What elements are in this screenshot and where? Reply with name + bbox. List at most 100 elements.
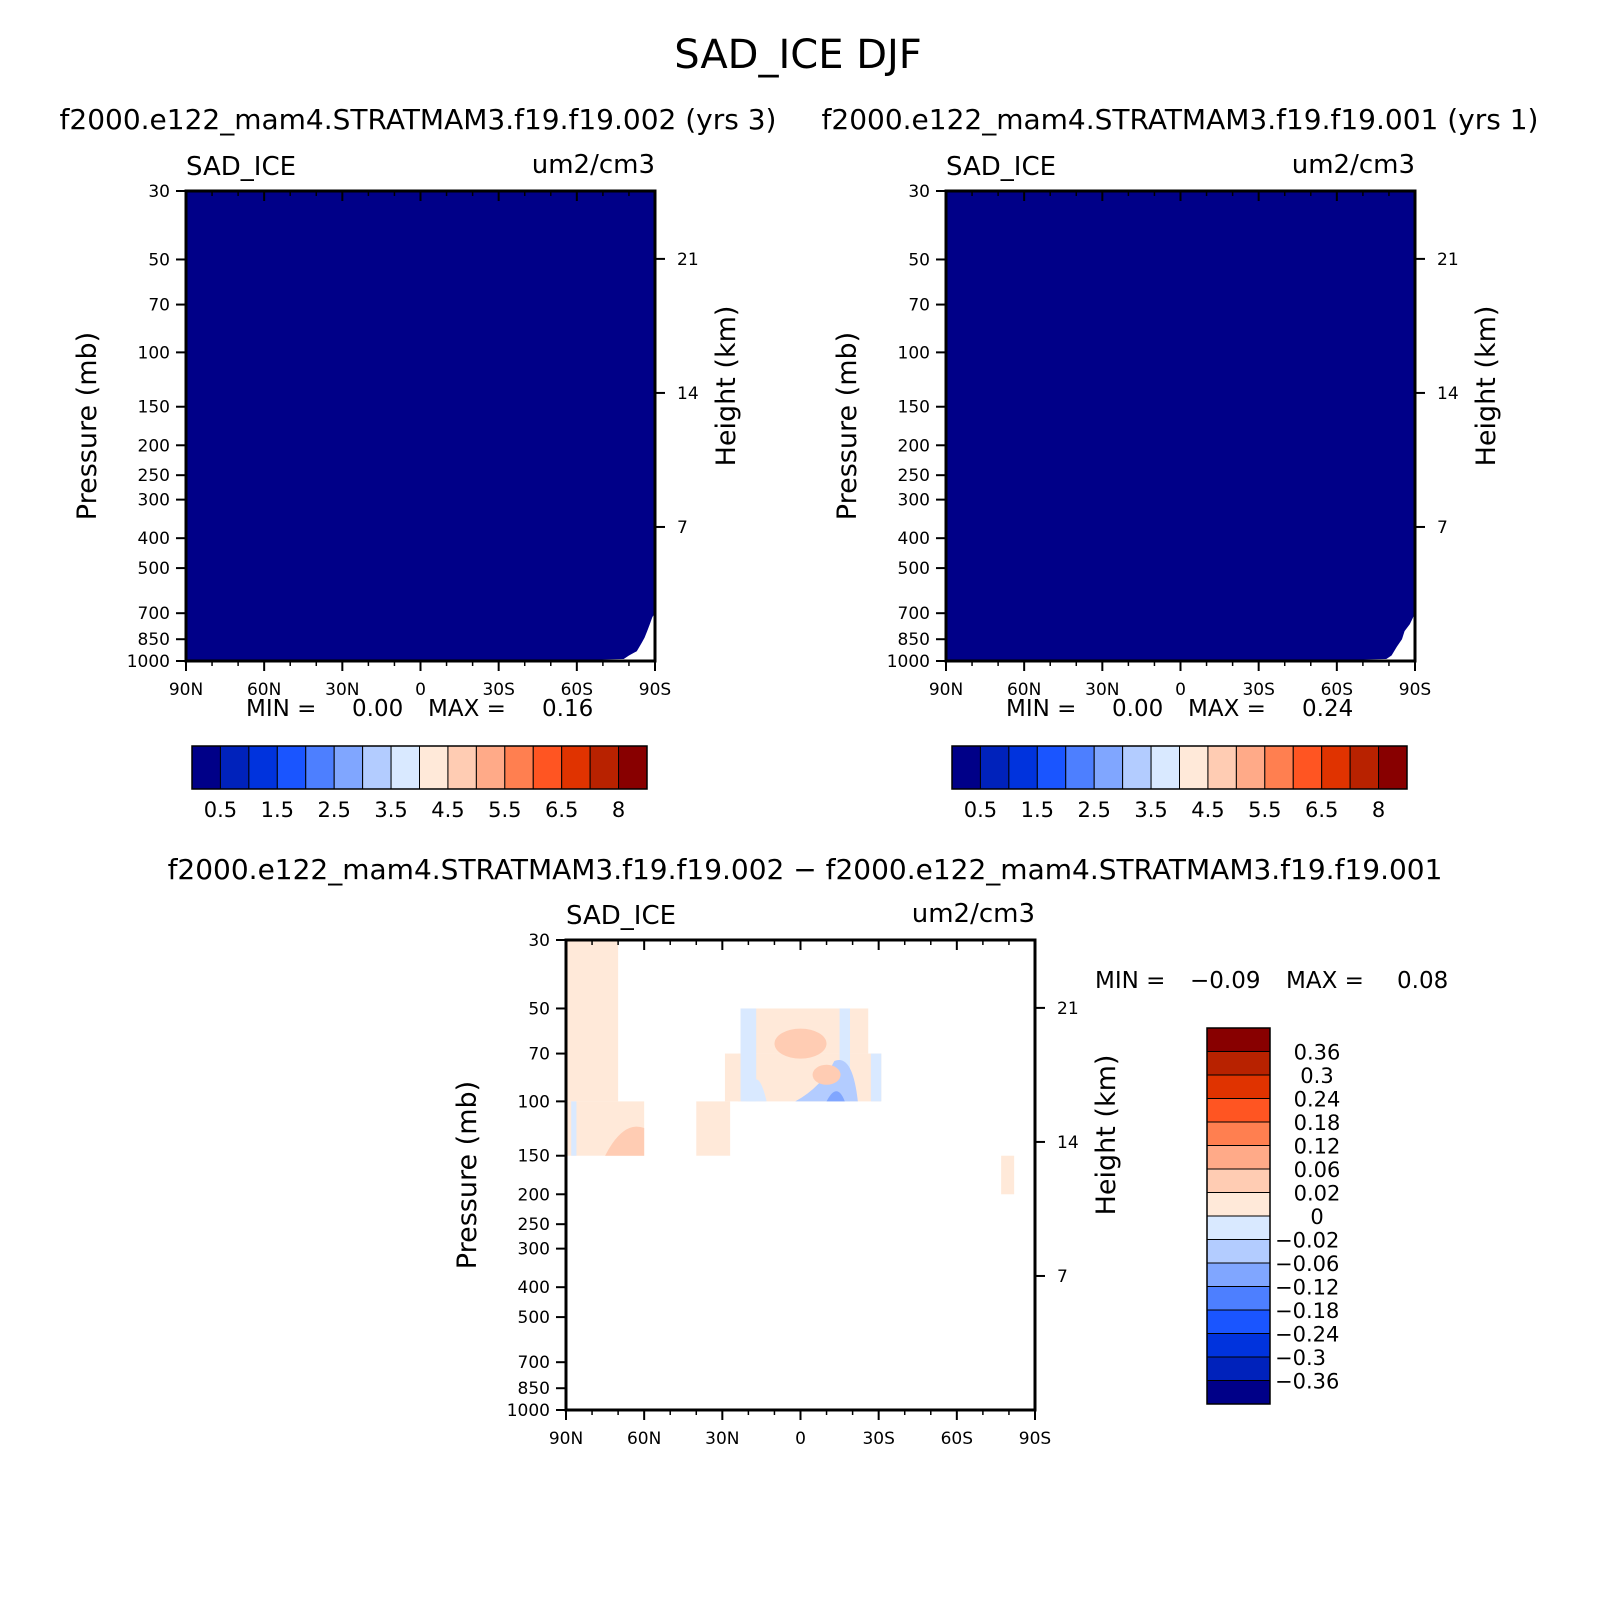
colorbar-label: −0.12 (1275, 1276, 1339, 1300)
colorbar-label: −0.36 (1275, 1370, 1339, 1394)
colorbar-label: 0.5 (964, 798, 997, 822)
colorbar: 0.5 1.5 2.5 3.5 4.5 5.5 6.5 8 (191, 745, 648, 822)
colorbar-label: −0.3 (1275, 1346, 1326, 1370)
colorbar-label: 0.06 (1294, 1158, 1341, 1182)
colorbar-box (1206, 1356, 1271, 1381)
y-tick-label: 400 (138, 529, 170, 549)
x-tick-label: 60S (1321, 680, 1353, 700)
colorbar-box (1206, 1168, 1271, 1193)
x-tick-label: 30S (1242, 680, 1274, 700)
y-tick-label: 100 (518, 1092, 550, 1112)
colorbar-label: 3.5 (1134, 798, 1167, 822)
units-label: um2/cm3 (532, 150, 655, 180)
panels-layer: 90N 60N 30N 0 30S 60S 90S305070100150200250300… (72, 150, 1502, 1449)
colorbar-label: 3.5 (374, 798, 407, 822)
anomaly-cell (696, 1101, 731, 1156)
y-tick-label: 700 (898, 604, 930, 624)
y-tick-label: 50 (908, 250, 930, 270)
colorbar-label: 1.5 (1021, 798, 1054, 822)
colorbar-box (1150, 745, 1180, 790)
colorbar-label: −0.24 (1275, 1323, 1339, 1347)
colorbar-label: 8 (1372, 798, 1385, 822)
units-label: um2/cm3 (1292, 150, 1415, 180)
y-tick-label: 30 (528, 931, 550, 951)
colorbar-box (333, 745, 364, 790)
max-label: MAX = (1286, 968, 1364, 994)
x-tick-label: 90N (169, 680, 203, 700)
y2-tick-label: 21 (1437, 250, 1459, 270)
y-tick-label: 300 (898, 491, 930, 511)
y-tick-label: 70 (528, 1045, 550, 1065)
colorbar-label: 4.5 (431, 798, 464, 822)
y-tick-label: 200 (518, 1185, 550, 1205)
y-tick-label: 50 (528, 999, 550, 1019)
max-label: MAX = (1188, 696, 1266, 722)
min-value: 0.00 (1112, 696, 1163, 722)
colorbar-box (1036, 745, 1067, 790)
y2-axis-label: Height (km) (1471, 306, 1502, 467)
x-tick-label: 30S (482, 680, 514, 700)
colorbar-box (618, 745, 648, 790)
colorbar-box (589, 745, 620, 790)
colorbar-box (362, 745, 392, 790)
colorbar-box (951, 745, 981, 790)
y-tick-label: 250 (898, 466, 930, 486)
colorbar-box (1206, 1121, 1271, 1146)
y-tick-label: 300 (518, 1240, 550, 1260)
max-value: 0.16 (542, 696, 593, 722)
colorbar-box (390, 745, 420, 790)
x-tick-label: 90S (1019, 1429, 1051, 1449)
variable-label: SAD_ICE (566, 901, 676, 931)
anomaly-contour (774, 1028, 827, 1059)
colorbar-label: 4.5 (1191, 798, 1224, 822)
colorbar-box (1206, 1309, 1271, 1334)
colorbar-box (1206, 1074, 1271, 1099)
max-value: 0.08 (1397, 968, 1448, 994)
anomaly-cell (724, 1053, 741, 1102)
anomaly-contour (605, 1126, 645, 1156)
colorbar-box (419, 745, 449, 790)
y-tick-label: 200 (898, 436, 930, 456)
colorbar-box (248, 745, 278, 790)
colorbar-label: 0.24 (1294, 1088, 1341, 1112)
panel-2: 90N 60N 30N 0 30S 60S 90S 30 50 70 100 150 200 250 300… (832, 150, 1502, 822)
colorbar-label: 2.5 (1077, 798, 1110, 822)
anomaly-cell (839, 1008, 851, 1102)
colorbar: 0.5 1.5 2.5 3.5 4.5 5.5 6.5 8 (951, 745, 1408, 822)
y2-tick-label: 7 (1057, 1267, 1068, 1287)
x-tick-label: 60N (247, 680, 281, 700)
colorbar-frame (951, 745, 1408, 790)
colorbar-box (1206, 1027, 1271, 1052)
colorbar-label: −0.06 (1275, 1252, 1339, 1276)
y2-tick-label: 14 (1437, 384, 1459, 404)
colorbar-box (1292, 745, 1323, 790)
data-fill (186, 191, 655, 661)
y-tick-label: 850 (898, 630, 930, 650)
data-fill (946, 191, 1415, 661)
anomaly-cell (566, 940, 619, 1102)
colorbar-box (1206, 1380, 1271, 1405)
colorbar-frame (191, 745, 648, 790)
colorbar-box (1065, 745, 1095, 790)
x-tick-label: 0 (1175, 680, 1186, 700)
x-tick-label: 60S (941, 1429, 973, 1449)
x-tick-label: 60N (627, 1429, 661, 1449)
colorbar-label: 0.36 (1294, 1041, 1341, 1065)
y-tick-label: 30 (148, 182, 170, 202)
colorbar-box (1206, 1192, 1271, 1217)
anomaly-contour (745, 1079, 767, 1102)
min-value: 0.00 (352, 696, 403, 722)
colorbar-box (1122, 745, 1152, 790)
colorbar: 0.360.30.240.180.120.060.020−0.02−0.06−0… (1206, 1027, 1341, 1405)
colorbar-box (1008, 745, 1038, 790)
colorbar-box (447, 745, 477, 790)
colorbar-box (561, 745, 591, 790)
colorbar-box (1206, 1286, 1271, 1311)
y-tick-label: 400 (518, 1278, 550, 1298)
y-tick-label: 250 (518, 1215, 550, 1235)
variable-label: SAD_ICE (946, 152, 1056, 182)
y-tick-label: 500 (518, 1308, 550, 1328)
panel-1: 90N 60N 30N 0 30S 60S 90S 30 50 70 100 150 200 250 300… (72, 150, 742, 822)
max-label: MAX = (428, 696, 506, 722)
